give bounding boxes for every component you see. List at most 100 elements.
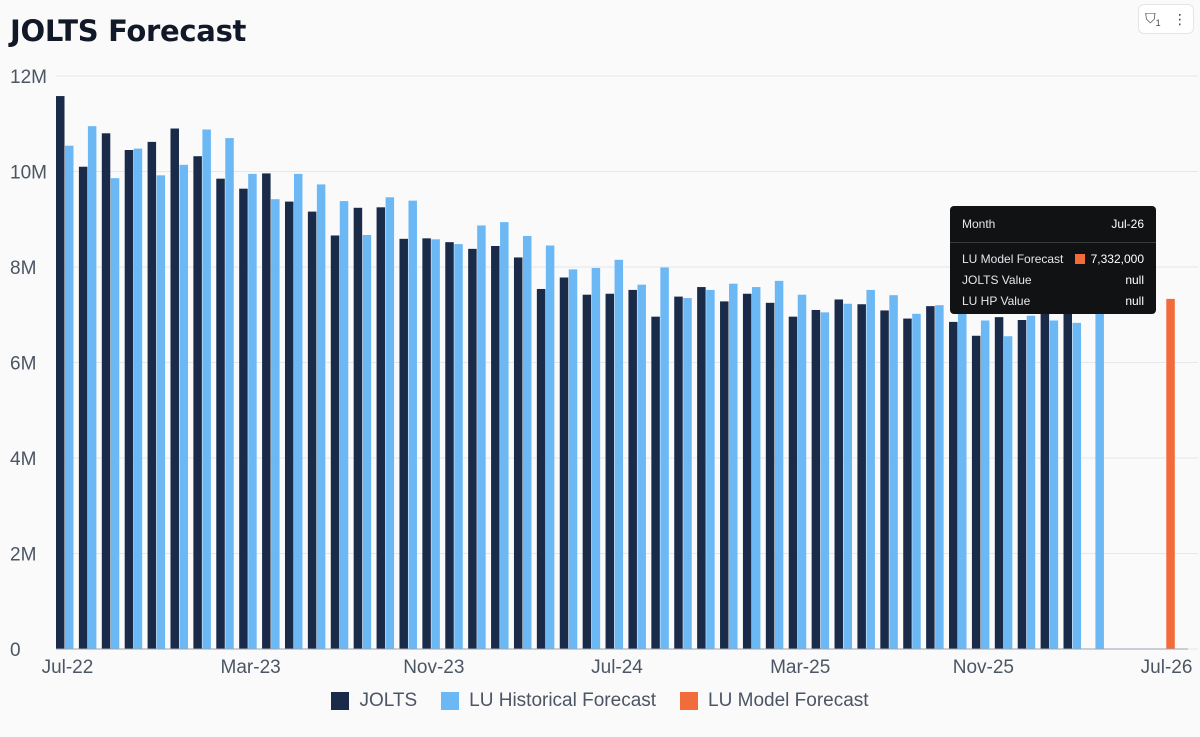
bar-historical[interactable] <box>774 280 784 649</box>
bar-jolts[interactable] <box>491 245 500 650</box>
bar-historical[interactable] <box>1072 322 1082 649</box>
bar-historical[interactable] <box>820 312 830 649</box>
bar-jolts[interactable] <box>284 201 294 649</box>
bar-jolts[interactable] <box>1017 320 1027 649</box>
legend-swatch-jolts <box>331 692 350 710</box>
bar-historical[interactable] <box>866 289 875 649</box>
bar-historical[interactable] <box>316 184 326 649</box>
bar-jolts[interactable] <box>834 299 844 649</box>
bar-historical[interactable] <box>385 197 395 649</box>
bar-jolts[interactable] <box>949 321 958 649</box>
bar-historical[interactable] <box>980 320 990 649</box>
page-title: JOLTS Forecast <box>10 14 247 48</box>
bar-jolts[interactable] <box>124 150 134 649</box>
bar-jolts[interactable] <box>1063 307 1073 649</box>
bar-jolts[interactable] <box>399 238 408 649</box>
legend-item-historical[interactable]: LU Historical Forecast <box>441 690 656 712</box>
bar-historical[interactable] <box>339 201 349 650</box>
bar-jolts[interactable] <box>697 287 706 649</box>
bar-historical[interactable] <box>729 283 738 649</box>
bar-historical[interactable] <box>522 235 532 649</box>
bar-historical[interactable] <box>225 138 234 649</box>
bar-jolts[interactable] <box>376 207 386 649</box>
bar-jolts[interactable] <box>147 141 157 649</box>
bar-jolts[interactable] <box>216 178 225 649</box>
bar-historical[interactable] <box>660 267 669 649</box>
bar-jolts[interactable] <box>1040 309 1050 649</box>
bar-historical[interactable] <box>1003 336 1013 649</box>
bar-jolts[interactable] <box>971 335 981 649</box>
bar-historical[interactable] <box>797 294 807 649</box>
legend-item-model[interactable]: LU Model Forecast <box>680 690 869 712</box>
bar-jolts[interactable] <box>330 235 340 650</box>
bar-historical[interactable] <box>110 178 120 649</box>
bar-jolts[interactable] <box>56 96 65 650</box>
bar-historical[interactable] <box>293 173 303 649</box>
bar-jolts[interactable] <box>536 288 546 649</box>
bar-historical[interactable] <box>751 287 761 649</box>
bar-historical[interactable] <box>271 199 280 649</box>
bar-jolts[interactable] <box>307 211 317 650</box>
bar-jolts[interactable] <box>582 294 592 649</box>
bar-historical[interactable] <box>706 289 715 649</box>
bar-historical[interactable] <box>1095 312 1104 649</box>
more-vertical-icon[interactable]: ⋮ <box>1172 11 1187 27</box>
bar-historical[interactable] <box>500 222 509 650</box>
bar-historical[interactable] <box>568 269 578 649</box>
bar-jolts[interactable] <box>994 317 1004 649</box>
bar-jolts[interactable] <box>559 277 569 649</box>
bar-jolts[interactable] <box>742 293 752 649</box>
bar-model[interactable] <box>1166 298 1175 649</box>
bar-jolts[interactable] <box>880 310 889 649</box>
bar-historical[interactable] <box>179 164 188 649</box>
bar-jolts[interactable] <box>926 306 935 649</box>
bar-historical[interactable] <box>65 145 74 649</box>
bar-historical[interactable] <box>545 245 555 649</box>
bar-historical[interactable] <box>1049 320 1059 649</box>
bar-historical[interactable] <box>889 295 898 649</box>
bar-jolts[interactable] <box>513 257 523 649</box>
legend-item-jolts[interactable]: JOLTS <box>331 690 417 712</box>
bar-historical[interactable] <box>87 126 97 649</box>
bar-historical[interactable] <box>935 305 944 649</box>
bar-historical[interactable] <box>202 129 211 650</box>
bar-historical[interactable] <box>133 148 143 649</box>
bar-historical[interactable] <box>156 175 166 649</box>
bar-jolts[interactable] <box>651 316 660 649</box>
bar-historical[interactable] <box>1026 315 1036 649</box>
bar-historical[interactable] <box>454 244 463 649</box>
bar-jolts[interactable] <box>720 301 729 649</box>
bar-historical[interactable] <box>958 300 967 649</box>
bar-historical[interactable] <box>248 173 257 649</box>
bar-jolts[interactable] <box>170 128 179 649</box>
bar-jolts[interactable] <box>811 309 821 649</box>
bar-historical[interactable] <box>591 267 601 649</box>
bar-jolts[interactable] <box>193 156 202 649</box>
bar-jolts[interactable] <box>765 302 775 649</box>
bar-jolts[interactable] <box>903 318 912 649</box>
bar-historical[interactable] <box>637 284 646 649</box>
bar-jolts[interactable] <box>422 238 431 649</box>
bar-jolts[interactable] <box>262 173 271 649</box>
bar-jolts[interactable] <box>674 296 683 649</box>
bar-jolts[interactable] <box>101 133 111 650</box>
bar-jolts[interactable] <box>78 166 88 649</box>
bar-jolts[interactable] <box>605 293 615 649</box>
bar-historical[interactable] <box>362 235 372 649</box>
bar-jolts[interactable] <box>628 289 637 649</box>
bar-jolts[interactable] <box>857 304 866 649</box>
bar-historical[interactable] <box>477 225 486 649</box>
bar-jolts[interactable] <box>353 207 363 650</box>
bar-jolts[interactable] <box>788 316 798 649</box>
bar-jolts[interactable] <box>239 188 248 649</box>
bar-jolts[interactable] <box>468 248 477 650</box>
bar-historical[interactable] <box>614 259 624 649</box>
bar-historical[interactable] <box>683 298 692 649</box>
bar-historical[interactable] <box>431 239 440 649</box>
bar-jolts[interactable] <box>445 242 454 650</box>
bar-historical[interactable] <box>912 313 921 649</box>
y-tick-label: 10M <box>10 163 47 184</box>
filter-icon[interactable]: ⛉1 <box>1145 9 1161 28</box>
bar-historical[interactable] <box>843 303 853 649</box>
bar-historical[interactable] <box>408 200 417 649</box>
